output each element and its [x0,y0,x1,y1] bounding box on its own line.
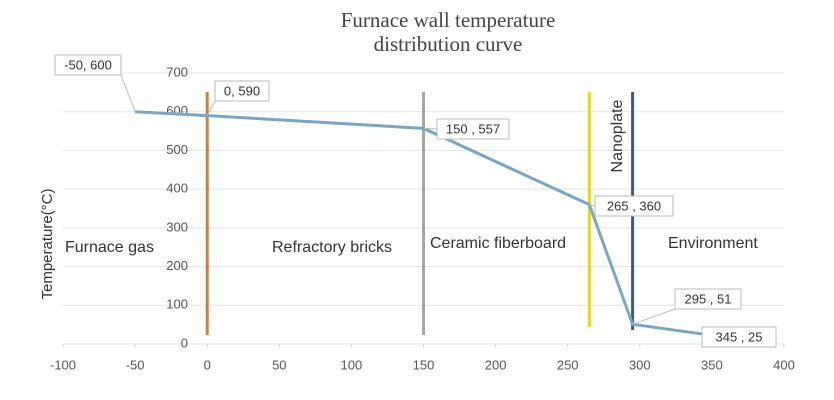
label-box [214,80,270,102]
label-box [594,195,674,217]
region-label: Nanoplate [609,99,626,172]
x-tick-label: -100 [50,357,76,372]
y-tick-label: 500 [166,142,188,157]
y-tick-label: 100 [166,297,188,312]
label-box [674,288,742,310]
data-label: 265 , 360 [607,198,661,213]
chart-title: Furnace wall temperature [341,8,556,32]
x-tick-label: -50 [126,357,145,372]
x-tick-label: 400 [773,357,795,372]
leader-line [206,100,216,116]
y-tick-label: 600 [166,103,188,118]
label-box [436,118,510,140]
region-label: Refractory bricks [272,239,392,256]
y-tick-label: 700 [166,64,188,79]
x-tick-label: 100 [341,357,363,372]
x-tick-label: 150 [413,357,435,372]
data-label: 0, 590 [224,83,260,98]
leader-line [423,127,438,130]
y-tick-label: 0 [181,335,188,350]
y-axis-label: Temperature(°C) [39,188,56,299]
label-box [54,54,122,76]
leader-line [632,308,676,325]
label-box [701,326,777,348]
leader-line [120,74,136,112]
x-tick-label: 0 [204,357,211,372]
data-label: -50, 600 [64,57,112,72]
region-label: Furnace gas [65,239,154,256]
data-label: 295 , 51 [685,291,732,306]
data-line [135,110,705,336]
leader-line [589,204,596,207]
y-tick-label: 300 [166,219,188,234]
x-tick-label: 200 [485,357,507,372]
region-label: Environment [668,235,758,252]
x-tick-label: 300 [629,357,651,372]
chart-title: distribution curve [374,32,523,56]
data-label: 150 , 557 [446,121,500,136]
region-label: Ceramic fiberboard [430,235,566,252]
x-tick-label: 250 [557,357,579,372]
y-tick-label: 200 [166,258,188,273]
x-tick-label: 50 [272,357,286,372]
data-label: 345 , 25 [716,329,763,344]
y-tick-label: 400 [166,181,188,196]
x-tick-label: 350 [701,357,723,372]
